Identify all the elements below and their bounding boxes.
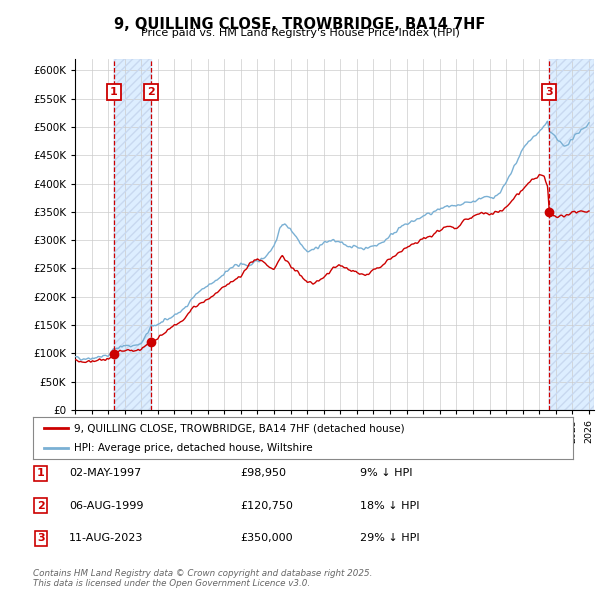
Text: £98,950: £98,950 (240, 468, 286, 478)
Text: 9% ↓ HPI: 9% ↓ HPI (360, 468, 413, 478)
Text: Contains HM Land Registry data © Crown copyright and database right 2025.
This d: Contains HM Land Registry data © Crown c… (33, 569, 373, 588)
Text: £350,000: £350,000 (240, 533, 293, 543)
Text: 18% ↓ HPI: 18% ↓ HPI (360, 501, 419, 510)
Bar (550, 59, 594, 410)
Text: 1: 1 (110, 87, 118, 97)
Text: 29% ↓ HPI: 29% ↓ HPI (360, 533, 419, 543)
Bar (550, 59, 594, 410)
Text: 2: 2 (37, 501, 44, 510)
Bar (113, 59, 151, 410)
Bar (113, 59, 151, 410)
Text: Price paid vs. HM Land Registry's House Price Index (HPI): Price paid vs. HM Land Registry's House … (140, 28, 460, 38)
Text: 11-AUG-2023: 11-AUG-2023 (69, 533, 143, 543)
Text: 9, QUILLING CLOSE, TROWBRIDGE, BA14 7HF (detached house): 9, QUILLING CLOSE, TROWBRIDGE, BA14 7HF … (74, 423, 404, 433)
Text: HPI: Average price, detached house, Wiltshire: HPI: Average price, detached house, Wilt… (74, 442, 312, 453)
Text: 02-MAY-1997: 02-MAY-1997 (69, 468, 141, 478)
Text: 06-AUG-1999: 06-AUG-1999 (69, 501, 143, 510)
Text: 9, QUILLING CLOSE, TROWBRIDGE, BA14 7HF: 9, QUILLING CLOSE, TROWBRIDGE, BA14 7HF (115, 17, 485, 31)
Text: 2: 2 (147, 87, 155, 97)
Text: £120,750: £120,750 (240, 501, 293, 510)
Text: 3: 3 (545, 87, 553, 97)
Text: 1: 1 (37, 468, 44, 478)
Text: 3: 3 (37, 533, 44, 543)
